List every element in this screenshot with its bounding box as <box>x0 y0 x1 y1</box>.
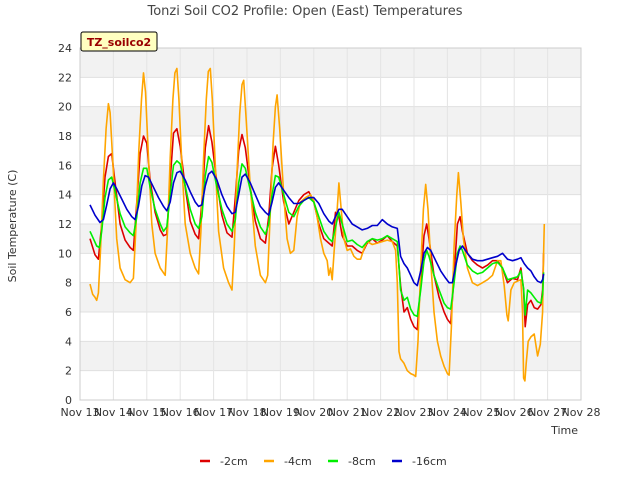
legend: -2cm -4cm -8cm -16cm <box>200 455 447 468</box>
x-tick-label: Nov 22 <box>361 406 400 419</box>
legend-label: -4cm <box>284 455 312 468</box>
plot-band <box>80 48 581 78</box>
y-tick-label: 4 <box>65 335 72 348</box>
x-tick-label: Nov 27 <box>528 406 567 419</box>
plot-grid <box>79 47 582 401</box>
plot-band <box>80 224 581 254</box>
tag-badge-label: TZ_soilco2 <box>87 36 151 49</box>
series-line-16cm <box>89 170 545 287</box>
legend-label: -2cm <box>220 455 248 468</box>
y-tick-label: 22 <box>58 71 72 84</box>
x-tick-label: Nov 28 <box>562 406 601 419</box>
y-tick-label: 8 <box>65 277 72 290</box>
x-tick-label: Nov 13 <box>61 406 100 419</box>
plot-band <box>80 136 581 166</box>
x-tick-label: Nov 25 <box>461 406 500 419</box>
plot-series <box>89 67 546 382</box>
y-tick-label: 16 <box>58 159 72 172</box>
x-tick-label: Nov 16 <box>161 406 200 419</box>
y-tick-label: 2 <box>65 365 72 378</box>
x-tick-label: Nov 17 <box>194 406 233 419</box>
y-tick-label: 18 <box>58 130 72 143</box>
x-tick-label: Nov 18 <box>228 406 267 419</box>
chart-title: Tonzi Soil CO2 Profile: Open (East) Temp… <box>146 4 462 19</box>
tag-badge: TZ_soilco2 <box>80 31 158 52</box>
series-line-8cm <box>89 155 545 318</box>
plot-frame <box>79 47 582 401</box>
series-line-2cm <box>89 124 545 331</box>
series-line-4cm <box>89 67 546 382</box>
plot-band <box>80 341 581 371</box>
y-tick-label: 0 <box>65 394 72 407</box>
y-tick-label: 10 <box>58 247 72 260</box>
x-tick-label: Nov 23 <box>395 406 434 419</box>
y-tick-label: 24 <box>58 42 72 55</box>
x-tick-label: Nov 26 <box>495 406 534 419</box>
y-tick-label: 14 <box>58 189 72 202</box>
plot-band <box>80 77 581 107</box>
plot-band <box>80 165 581 195</box>
x-tick-label: Nov 19 <box>261 406 300 419</box>
x-tick-label: Nov 21 <box>328 406 367 419</box>
plot-band <box>80 106 581 136</box>
y-tick-label: 12 <box>58 218 72 231</box>
plot-band <box>80 282 581 312</box>
x-tick-label: Nov 20 <box>294 406 333 419</box>
plot-band <box>80 370 581 400</box>
x-tick-label: Nov 15 <box>127 406 166 419</box>
x-tick-label: Nov 24 <box>428 406 467 419</box>
y-axis-label: Soil Temperature (C) <box>6 170 19 283</box>
plot-band <box>80 312 581 342</box>
y-tick-label: 20 <box>58 101 72 114</box>
x-axis-label: Time <box>550 424 578 437</box>
plot-band <box>80 194 581 224</box>
y-tick-label: 6 <box>65 306 72 319</box>
legend-label: -16cm <box>412 455 447 468</box>
x-tick-label: Nov 14 <box>94 406 133 419</box>
legend-label: -8cm <box>348 455 376 468</box>
